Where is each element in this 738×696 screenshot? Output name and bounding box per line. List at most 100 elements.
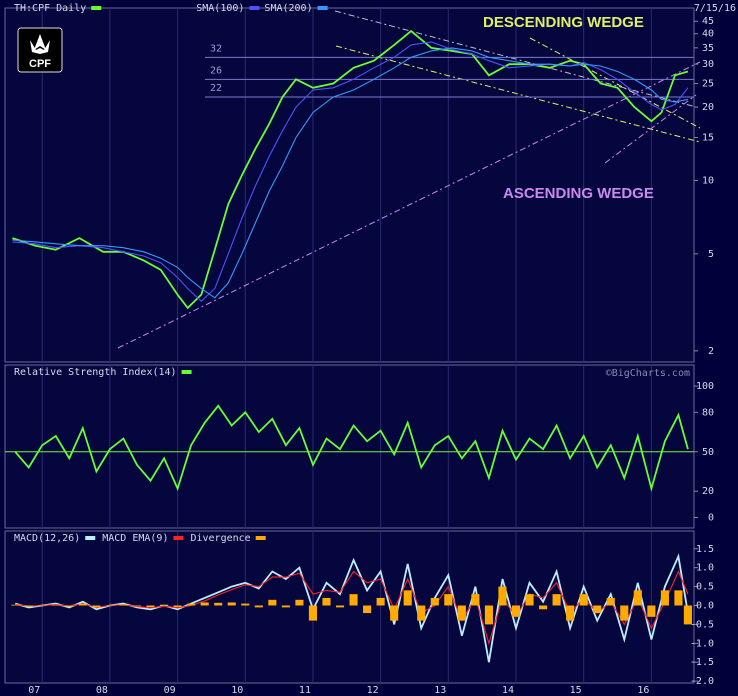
rsi-panel (4, 364, 695, 529)
divergence-bar (660, 590, 669, 606)
legend-swatch (255, 536, 266, 540)
divergence-bar (417, 605, 426, 621)
series-line (14, 404, 689, 493)
legend-label: Relative Strength Index(14) (14, 367, 177, 378)
divergence-bar (363, 605, 372, 614)
y-tick-label: 100 (696, 381, 714, 392)
divergence-bar (173, 605, 182, 607)
divergence-bar (335, 605, 345, 608)
divergence-bar (471, 594, 480, 606)
y-tick-label: 0 (708, 512, 714, 523)
divergence-bar (620, 605, 629, 621)
divergence-bar (647, 605, 656, 617)
legend-swatch (249, 6, 260, 10)
divergence-bar (227, 602, 236, 606)
divergence-bar (390, 605, 399, 621)
divergence-bar (119, 604, 128, 606)
divergence-bar (159, 604, 169, 606)
level-label: 26 (210, 65, 222, 76)
divergence-bar (92, 605, 101, 608)
annotation: DESCENDING WEDGE (483, 14, 644, 31)
y-tick-label: 50 (702, 447, 714, 458)
y-tick-label: 20 (702, 102, 714, 113)
divergence-bar (606, 597, 615, 606)
divergence-bar (38, 605, 47, 606)
divergence-bar (457, 605, 466, 621)
y-tick-label: 40 (702, 29, 714, 40)
legend-swatch (85, 536, 96, 540)
divergence-bar (579, 594, 588, 606)
y-tick-label: 80 (702, 407, 714, 418)
legend-label: SMA(200) (264, 3, 312, 14)
divergence-bar (146, 605, 155, 607)
divergence-bar (484, 605, 493, 625)
y-tick-label: -1.0 (690, 638, 714, 649)
divergence-bar (295, 599, 304, 606)
level-label: 32 (210, 43, 222, 54)
divergence-bar (444, 594, 453, 606)
divergence-bar (214, 602, 223, 606)
logo: CPF (17, 27, 63, 73)
y-tick-label: 0.5 (696, 582, 714, 593)
annotation: ASCENDING WEDGE (503, 185, 654, 202)
legend-label: MACD EMA(9) (102, 533, 168, 544)
divergence-bar (539, 605, 548, 610)
y-tick-label: 10 (702, 175, 714, 186)
divergence-bar (633, 590, 642, 606)
x-tick-label: 10 (231, 685, 243, 696)
divergence-bar (566, 605, 575, 621)
y-tick-label: 20 (702, 486, 714, 497)
divergence-bar (268, 599, 277, 606)
x-tick-label: 13 (434, 685, 446, 696)
price-panel (4, 7, 695, 363)
date: 7/15/16 (694, 3, 736, 14)
x-tick-label: 16 (637, 685, 649, 696)
series-line (12, 47, 689, 299)
divergence-bar (403, 590, 412, 606)
divergence-bar (511, 605, 521, 617)
y-tick-label: 30 (702, 59, 714, 70)
x-tick-label: 07 (28, 685, 40, 696)
divergence-bar (132, 605, 142, 607)
divergence-bar (430, 597, 439, 606)
legend-label: MACD(12,26) (14, 533, 80, 544)
legend-swatch (173, 536, 184, 540)
y-tick-label: 2 (708, 346, 714, 357)
trend-line (529, 37, 701, 129)
trend-line (117, 61, 701, 349)
macd-panel (4, 530, 695, 684)
divergence-bar (281, 605, 290, 608)
legend-swatch (181, 370, 192, 374)
divergence-bar (593, 605, 602, 614)
divergence-bar (11, 604, 20, 606)
divergence-bar (308, 605, 318, 621)
trend-line (335, 45, 701, 143)
y-tick-label: 1.0 (696, 563, 714, 574)
divergence-bar (322, 597, 331, 606)
divergence-bar (254, 605, 263, 608)
logo-text: CPF (29, 58, 51, 70)
y-tick-label: 15 (702, 133, 714, 144)
x-tick-label: 08 (96, 685, 108, 696)
legend-swatch (317, 6, 328, 10)
divergence-bar (200, 602, 209, 606)
y-tick-label: 1.5 (696, 544, 714, 555)
x-tick-label: 12 (367, 685, 379, 696)
y-tick-label: 5 (708, 249, 714, 260)
divergence-bar (78, 603, 87, 606)
grid (41, 8, 652, 683)
divergence-bar (349, 594, 358, 606)
legend-label: Divergence (190, 533, 250, 544)
y-tick-label: -0.5 (690, 619, 714, 630)
y-tick-label: -1.5 (690, 657, 714, 668)
level-label: 22 (210, 83, 222, 94)
series-line (12, 29, 689, 310)
series-line (12, 41, 689, 302)
x-tick-label: 11 (299, 685, 311, 696)
y-tick-label: 35 (702, 43, 714, 54)
series-line (15, 570, 689, 646)
trend-line (604, 94, 697, 164)
watermark: ©BigCharts.com (606, 368, 690, 379)
legend-label: TH:CPF Daily (14, 3, 86, 14)
